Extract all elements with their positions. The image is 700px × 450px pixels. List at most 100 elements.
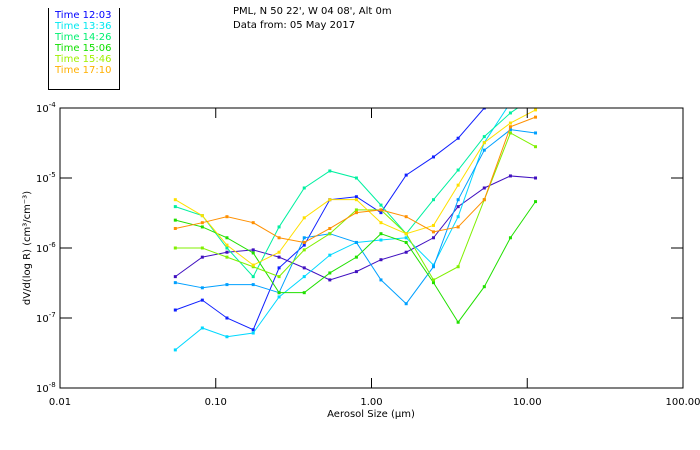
data-point xyxy=(354,240,358,244)
data-point xyxy=(509,85,512,88)
data-point xyxy=(534,73,537,76)
data-point xyxy=(508,236,512,240)
data-point xyxy=(328,169,332,173)
data-point xyxy=(200,246,204,250)
data-point xyxy=(404,232,408,236)
data-point xyxy=(431,236,435,240)
data-point xyxy=(509,101,512,104)
data-point xyxy=(302,216,306,220)
data-point xyxy=(508,174,512,178)
data-point xyxy=(456,136,460,140)
series-1426 xyxy=(173,94,537,279)
data-point xyxy=(456,320,460,324)
data-point xyxy=(482,108,486,110)
data-point xyxy=(431,198,435,202)
data-point xyxy=(173,275,177,279)
data-point xyxy=(482,141,486,145)
data-point xyxy=(482,148,486,152)
data-point xyxy=(328,232,332,236)
plot-frame xyxy=(59,107,684,389)
data-point xyxy=(251,265,255,269)
data-point xyxy=(225,215,229,219)
data-point xyxy=(328,271,332,275)
data-point xyxy=(379,221,383,225)
data-point xyxy=(200,214,204,218)
series-1506 xyxy=(173,200,538,324)
data-point xyxy=(354,211,358,215)
data-point xyxy=(277,250,281,254)
data-point xyxy=(251,248,255,252)
legend-item: Time 12:03 xyxy=(55,10,112,21)
data-point xyxy=(456,215,460,219)
data-point xyxy=(277,255,281,259)
data-point xyxy=(404,173,408,177)
data-point xyxy=(251,328,255,332)
data-point xyxy=(456,198,460,202)
data-point xyxy=(173,226,177,230)
data-point xyxy=(534,176,538,180)
data-point xyxy=(431,230,435,234)
series-line xyxy=(175,201,536,324)
data-point xyxy=(354,195,358,199)
data-point xyxy=(302,266,306,270)
data-point xyxy=(379,211,383,215)
y-tick-label: 10-7 xyxy=(36,311,56,325)
y-tick-label: 10-8 xyxy=(36,381,56,395)
data-point xyxy=(534,94,537,97)
data-point xyxy=(482,198,486,202)
data-point xyxy=(173,281,177,285)
series-line xyxy=(175,175,536,281)
legend: Time 12:03 Time 13:36 Time 14:26 Time 15… xyxy=(48,8,120,90)
data-point xyxy=(379,232,383,236)
x-tick-label: 1.00 xyxy=(360,397,382,408)
data-point xyxy=(354,176,358,180)
data-point xyxy=(328,278,332,282)
data-point xyxy=(404,215,408,219)
data-point xyxy=(173,198,177,202)
data-point xyxy=(302,291,306,295)
data-point xyxy=(328,226,332,230)
data-point xyxy=(534,115,538,119)
x-tick-label: 100.00 xyxy=(666,397,700,408)
data-point xyxy=(431,155,435,159)
data-point xyxy=(508,128,512,132)
data-point xyxy=(482,186,486,190)
data-point xyxy=(354,270,358,274)
data-point xyxy=(508,125,512,129)
data-point xyxy=(225,250,229,254)
series-group xyxy=(173,73,538,352)
data-point xyxy=(534,145,538,149)
date-text: Data from: 05 May 2017 xyxy=(233,20,356,31)
data-point xyxy=(251,283,255,287)
data-point xyxy=(431,281,435,285)
y-tick-label: 10-6 xyxy=(36,241,56,255)
data-point xyxy=(508,131,512,135)
data-point xyxy=(404,236,408,240)
data-point xyxy=(251,331,255,335)
series-line xyxy=(175,129,536,305)
data-point xyxy=(225,246,229,250)
data-point xyxy=(173,246,177,250)
data-point xyxy=(431,278,435,282)
data-point xyxy=(456,225,460,229)
data-point xyxy=(251,251,255,255)
x-tick-label: 10.00 xyxy=(513,397,542,408)
axes: 0.01 0.10 1.00 10.00 100.00 10-4 10-5 10-6 10-7 1… xyxy=(36,101,700,408)
data-point xyxy=(482,285,486,289)
data-point xyxy=(277,266,281,270)
x-axis-label: Aerosol Size (μm) xyxy=(327,409,415,420)
y-tick-label: 10-4 xyxy=(36,101,56,115)
data-point xyxy=(534,85,537,88)
series-line xyxy=(174,108,508,351)
data-point xyxy=(225,283,229,287)
data-point xyxy=(404,240,408,244)
data-point xyxy=(354,255,358,259)
data-point xyxy=(431,265,435,269)
y-tick-label: 10-5 xyxy=(36,171,56,185)
data-point xyxy=(225,316,229,320)
y-axis-label: dV/d(log R) (cm³/cm⁻³) xyxy=(22,191,33,305)
data-point xyxy=(225,236,229,240)
series-line xyxy=(175,116,536,243)
